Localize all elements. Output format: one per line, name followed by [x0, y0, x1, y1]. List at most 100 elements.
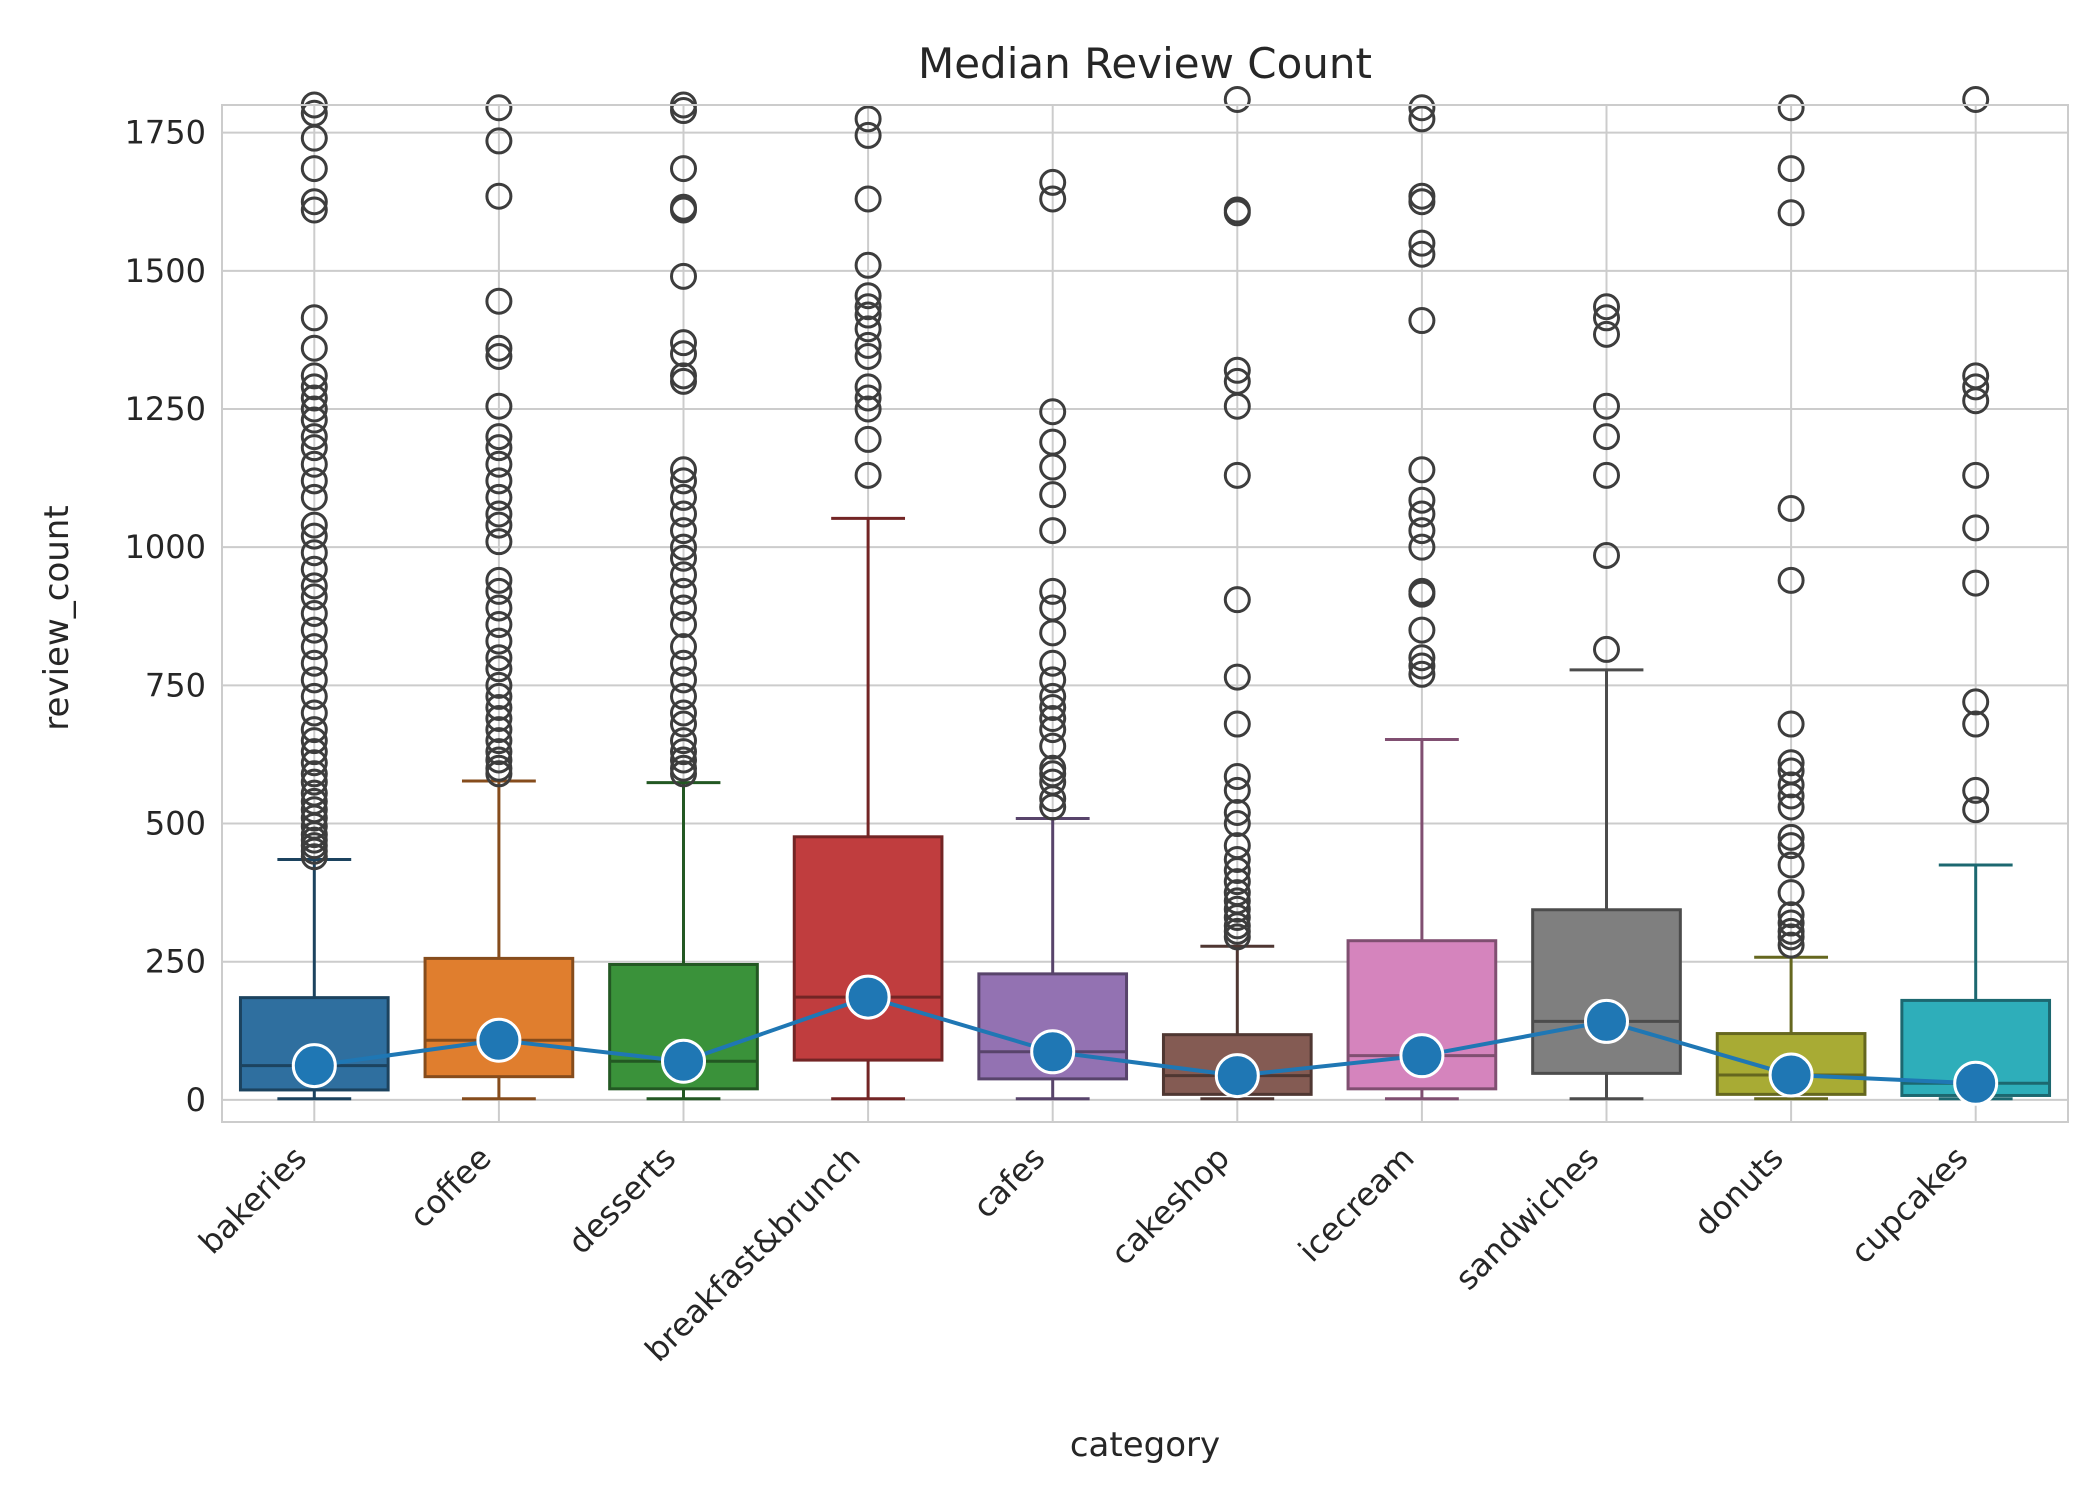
outlier-point — [1777, 793, 1805, 821]
outlier-point — [300, 188, 328, 216]
boxplot-cafes — [977, 168, 1129, 1101]
outlier-point — [670, 738, 697, 766]
outlier-point — [300, 511, 328, 539]
outlier-point — [1223, 710, 1251, 738]
y-tick-label: 1250 — [125, 390, 206, 428]
outlier-point — [1408, 644, 1436, 672]
outlier-point — [670, 517, 697, 545]
outlier-point — [300, 483, 328, 511]
outlier-point — [670, 710, 697, 738]
outlier-point — [670, 649, 697, 677]
outlier-point — [1777, 94, 1805, 122]
chart-title: Median Review Count — [918, 39, 1372, 88]
outlier-point — [1039, 649, 1067, 677]
y-tick-label: 500 — [145, 805, 206, 843]
outlier-point — [670, 594, 697, 622]
outlier-point — [1408, 307, 1436, 335]
outlier-point — [670, 362, 697, 390]
outlier-point — [1039, 754, 1067, 782]
outlier-point — [1408, 486, 1436, 514]
outlier-point — [1593, 320, 1620, 348]
outlier-point — [300, 450, 328, 478]
outlier-point — [1223, 832, 1251, 860]
outlier-point — [300, 99, 328, 127]
outlier-point — [1223, 798, 1251, 826]
outlier-point — [1408, 229, 1436, 257]
outlier-point — [1039, 398, 1067, 426]
outlier-point — [485, 511, 513, 539]
outlier-point — [1223, 196, 1251, 224]
outlier-point — [1962, 796, 1990, 824]
outlier-point — [670, 633, 697, 661]
plot-frame — [221, 104, 2069, 1123]
y-axis-ticks: 0 250 500 750 1000 1250 1500 1750 — [125, 114, 206, 1119]
outlier-point — [300, 682, 328, 710]
outlier-point — [1039, 716, 1067, 744]
outlier-point — [485, 738, 513, 766]
outlier-point — [1408, 240, 1436, 268]
median-marker — [1768, 1052, 1814, 1098]
outlier-point — [1408, 517, 1436, 545]
outlier-point — [1777, 757, 1805, 785]
outlier-point — [485, 716, 513, 744]
box-iqr — [1531, 908, 1682, 1075]
outlier-point — [485, 644, 513, 672]
outlier-point — [670, 193, 697, 221]
outlier-point — [485, 754, 513, 782]
outlier-point — [1223, 461, 1251, 489]
outlier-point — [670, 467, 697, 495]
outlier-point — [1039, 682, 1067, 710]
outlier-point — [854, 251, 882, 279]
outlier-point — [485, 392, 513, 420]
outlier-point — [1777, 823, 1805, 851]
outlier-point — [670, 577, 697, 605]
outlier-point — [485, 483, 513, 511]
outlier-point — [670, 611, 697, 639]
outlier-point — [854, 185, 882, 213]
outlier-point — [1039, 168, 1067, 196]
median-marker — [1953, 1060, 1999, 1106]
outlier-point — [1777, 494, 1805, 522]
outlier-point — [670, 456, 697, 484]
boxplot-desserts — [608, 91, 759, 1101]
outlier-point — [485, 746, 513, 774]
outlier-point — [300, 467, 328, 495]
outlier-point — [1962, 514, 1990, 542]
outlier-point — [485, 655, 513, 683]
outlier-point — [1777, 851, 1805, 879]
y-tick-label: 250 — [145, 943, 206, 981]
outlier-point — [670, 329, 697, 357]
outlier-point — [670, 500, 697, 528]
outlier-point — [1593, 541, 1620, 569]
box-iqr — [977, 972, 1129, 1081]
median-marker — [1030, 1029, 1076, 1075]
outlier-point — [1777, 155, 1805, 183]
outlier-point — [1962, 569, 1990, 597]
outlier-point — [670, 746, 697, 774]
outlier-point — [485, 287, 513, 315]
outlier-point — [854, 282, 882, 310]
outlier-point — [300, 760, 328, 788]
outlier-point — [1408, 456, 1436, 484]
outlier-point — [1039, 517, 1067, 545]
outlier-point — [1408, 533, 1436, 561]
outlier-point — [670, 544, 697, 572]
outlier-point — [300, 779, 328, 807]
outlier-point — [485, 627, 513, 655]
outlier-point — [1593, 635, 1620, 663]
outlier-point — [670, 754, 697, 782]
outlier-point — [1223, 895, 1251, 923]
outlier-point — [854, 342, 882, 370]
outlier-point — [854, 425, 882, 453]
outlier-point — [1039, 768, 1067, 796]
outlier-point — [300, 749, 328, 777]
outlier-point — [1223, 879, 1251, 907]
outlier-point — [300, 384, 328, 412]
median-marker — [476, 1017, 522, 1063]
outlier-point — [1777, 909, 1805, 937]
y-tick-label: 1000 — [125, 528, 206, 566]
outlier-point — [485, 423, 513, 451]
outlier-point — [300, 649, 328, 677]
outlier-point — [1223, 356, 1251, 384]
outlier-point — [1039, 185, 1067, 213]
